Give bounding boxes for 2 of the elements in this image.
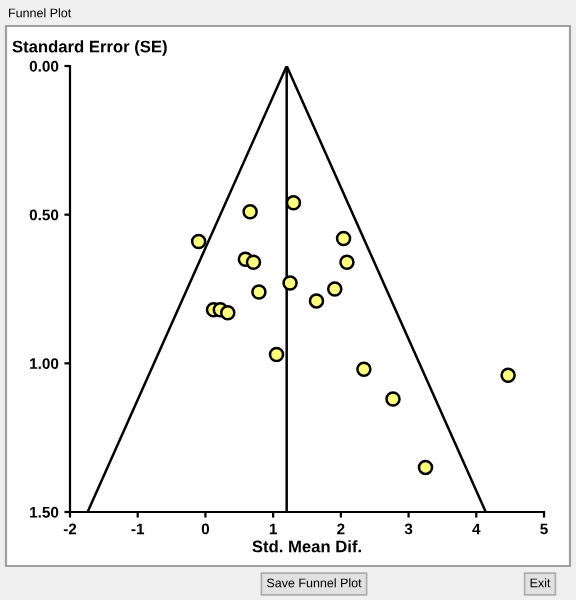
y-axis-title: Standard Error (SE) <box>12 40 167 56</box>
x-axis-title: Std. Mean Dif. <box>252 540 361 553</box>
